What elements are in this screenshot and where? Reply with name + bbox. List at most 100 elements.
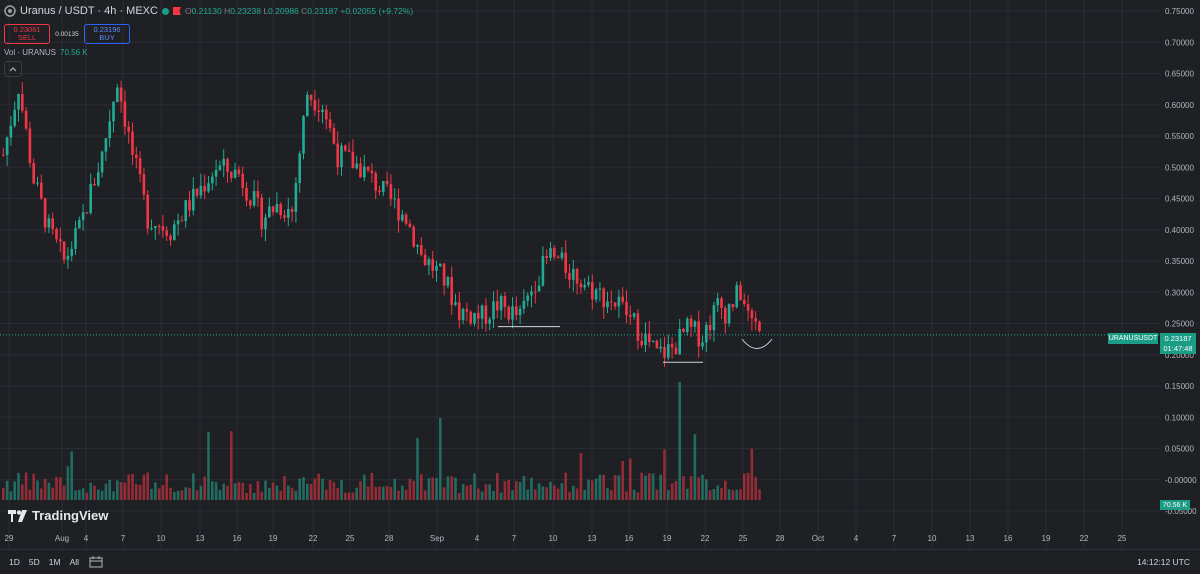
flag-icon[interactable]: [172, 7, 181, 15]
volume-bar: [416, 437, 419, 500]
volume-bar: [454, 477, 457, 500]
volume-bar: [328, 479, 332, 500]
timeframe-1m[interactable]: 1M: [48, 557, 61, 567]
volume-bar: [306, 483, 309, 500]
time-tick-label: 4: [854, 534, 859, 543]
volume-bar: [606, 488, 609, 500]
volume-bar: [100, 490, 104, 500]
candle-body: [461, 309, 465, 321]
candle-body: [439, 263, 442, 266]
volume-bar: [218, 490, 222, 500]
candle-body: [70, 248, 73, 256]
utc-clock[interactable]: 14:12:12 UTC: [1137, 557, 1190, 567]
candle-body: [572, 269, 575, 280]
time-axis[interactable]: 29 Aug 4 7 10 13 16 19 22 25 28 Sep 4 7 10 13 16 19 22 25 28…: [5, 534, 1127, 543]
volume-bar: [720, 488, 723, 500]
volume-bar: [534, 489, 537, 500]
candle-body: [66, 255, 70, 260]
candle-body: [21, 94, 24, 111]
candle-body: [575, 269, 579, 284]
time-tick-label: 19: [269, 534, 278, 543]
time-tick-label: 28: [776, 534, 785, 543]
volume-bar: [230, 431, 233, 500]
sell-button[interactable]: 0.23061 SELL: [4, 24, 50, 44]
candle-body: [119, 87, 123, 102]
volume-bar: [499, 492, 503, 500]
volume-bar: [617, 475, 621, 500]
candle-body: [731, 304, 735, 308]
candle-body: [389, 184, 393, 200]
time-tick-label: 4: [84, 534, 89, 543]
last-price-tag: 0.23187: [1160, 333, 1196, 344]
volume-bar: [222, 483, 225, 500]
volume-bar: [85, 492, 89, 500]
volume-bar: [340, 479, 343, 500]
candle-body: [127, 126, 130, 132]
time-tick-label: 7: [892, 534, 897, 543]
candle-body: [404, 214, 408, 224]
candle-body: [530, 291, 533, 296]
timeframe-1d[interactable]: 1D: [9, 557, 20, 567]
timeframe-5d[interactable]: 5D: [28, 557, 40, 567]
time-tick-label: 13: [196, 534, 205, 543]
volume-bar: [442, 487, 446, 500]
tradingview-logo-icon: [8, 509, 27, 522]
volume-bar: [260, 491, 263, 500]
candle-body: [370, 170, 374, 174]
calendar-icon[interactable]: [89, 556, 103, 568]
volume-bar: [325, 489, 328, 500]
price-tick-label: 0.50000: [1165, 163, 1194, 172]
candle-body: [648, 333, 651, 343]
time-tick-label: 16: [625, 534, 634, 543]
volume-bar: [89, 482, 92, 500]
candle-body: [423, 254, 427, 266]
time-tick-label: 25: [346, 534, 355, 543]
time-tick-label: 25: [1118, 534, 1127, 543]
candle-body: [591, 282, 594, 300]
volume-bar: [705, 479, 708, 500]
symbol-title[interactable]: Uranus / USDT · 4h · MEXC: [20, 5, 158, 17]
price-axis[interactable]: 0.75000 0.70000 0.65000 0.60000 0.55000 0.500…: [1165, 7, 1197, 516]
candle-body: [51, 218, 54, 230]
volume-bar: [344, 492, 347, 500]
volume-bar: [374, 486, 377, 500]
candle-body: [655, 340, 659, 349]
candle-body: [226, 158, 229, 172]
tradingview-logo[interactable]: TradingView: [8, 508, 108, 523]
candle-body: [568, 272, 571, 280]
timeframe-all[interactable]: All: [69, 557, 80, 567]
volume-bar: [180, 490, 184, 500]
candle-body: [526, 295, 529, 301]
candle-body: [488, 319, 491, 324]
volume-bar: [583, 489, 586, 500]
volume-bar: [587, 479, 590, 500]
volume-bar: [169, 487, 172, 500]
price-tick-label: -0.00000: [1165, 476, 1197, 485]
candle-body: [317, 110, 320, 113]
candle-body: [55, 229, 58, 240]
market-status-icon[interactable]: [161, 7, 169, 15]
volume-bar: [378, 486, 381, 500]
candle-body: [268, 206, 271, 218]
volume-legend[interactable]: Vol · URANUS 70.56 K: [4, 48, 413, 57]
candle-body: [416, 245, 419, 247]
candle-body: [150, 227, 153, 229]
volume-bar: [245, 492, 248, 500]
candle-body: [594, 289, 598, 300]
candle-body: [59, 239, 62, 242]
candle-body: [74, 228, 77, 249]
candle-body: [28, 128, 32, 163]
buy-button[interactable]: 0.23196 BUY: [84, 24, 130, 44]
candle-body: [484, 305, 488, 324]
candle-body: [241, 173, 244, 188]
time-tick-label: 7: [121, 534, 126, 543]
candle-body: [309, 94, 313, 100]
volume-bar: [55, 477, 58, 500]
candle-body: [518, 308, 522, 316]
time-tick-label: 22: [309, 534, 318, 543]
volume-bar: [2, 487, 5, 500]
volume-bar: [480, 491, 484, 500]
collapse-legend-button[interactable]: [4, 61, 22, 77]
volume-bar: [184, 487, 187, 500]
